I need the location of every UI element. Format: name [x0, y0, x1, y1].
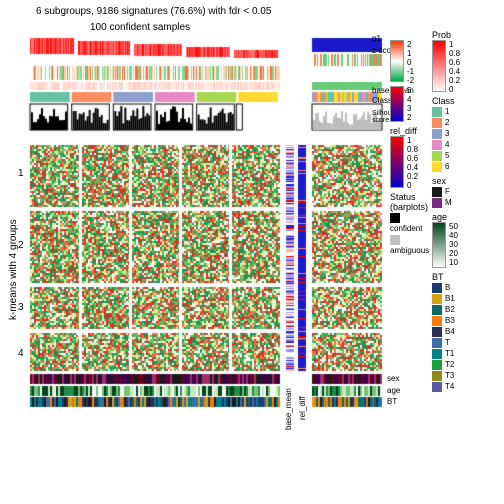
top-p1: p1 — [372, 34, 381, 43]
ann-bt: BT — [387, 397, 397, 406]
side-track-basemean: base_mean — [284, 380, 293, 430]
side-track-reldiff: rel_diff — [298, 380, 307, 420]
mid-legend-panel: 210-1-25432rel_diff10.80.60.40.20Status … — [390, 40, 430, 260]
top-class: Class — [372, 96, 392, 105]
ann-age: age — [387, 386, 400, 395]
legend-panel: Prob10.80.60.40.20Class123456sexFMage504… — [432, 30, 502, 396]
ann-sex: sex — [387, 374, 399, 383]
